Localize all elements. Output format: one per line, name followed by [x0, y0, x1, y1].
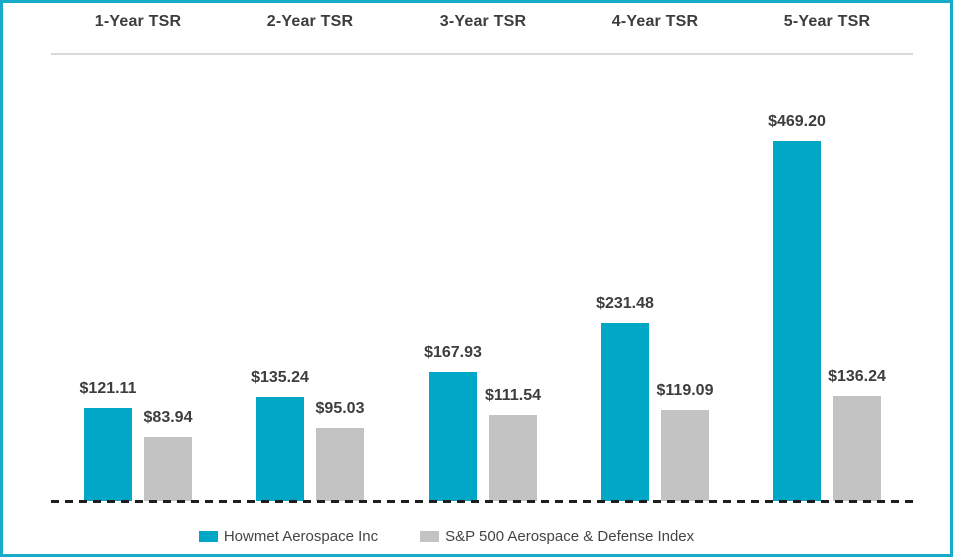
bar-value-label: $167.93 — [424, 344, 482, 361]
bar-value-label: $135.24 — [251, 369, 309, 386]
column-header-2-year-tsr: 2-Year TSR — [266, 13, 354, 30]
bar-value-label: $121.11 — [79, 380, 137, 397]
column-header-3-year-tsr: 3-Year TSR — [439, 13, 527, 30]
column-header-1-year-tsr: 1-Year TSR — [94, 13, 182, 30]
legend-swatch-icon — [198, 530, 218, 542]
legend-swatch-icon — [420, 530, 440, 542]
bar-value-label: $136.24 — [828, 368, 886, 385]
zero-baseline-dashed — [51, 500, 915, 503]
bar-sp500-aero-defense-index — [661, 410, 709, 501]
legend-label: S&P 500 Aerospace & Defense Index — [445, 527, 695, 545]
bar-howmet-aerospace — [601, 323, 649, 501]
header-divider-line — [51, 53, 913, 55]
bar-howmet-aerospace — [773, 141, 821, 501]
bar-value-label: $469.20 — [768, 113, 826, 130]
bar-howmet-aerospace — [256, 397, 304, 501]
bar-value-label: $95.03 — [315, 400, 365, 417]
bar-value-label: $231.48 — [596, 295, 654, 312]
bar-sp500-aero-defense-index — [833, 396, 881, 501]
bar-sp500-aero-defense-index — [489, 415, 537, 501]
bar-value-label: $83.94 — [143, 409, 193, 426]
bar-value-label: $111.54 — [484, 387, 542, 404]
legend: Howmet Aerospace Inc S&P 500 Aerospace & … — [3, 524, 890, 548]
bar-sp500-aero-defense-index — [144, 437, 192, 501]
legend-item: S&P 500 Aerospace & Defense Index — [420, 528, 694, 545]
bar-value-label: $119.09 — [656, 382, 714, 399]
bar-sp500-aero-defense-index — [316, 428, 364, 501]
bar-howmet-aerospace — [429, 372, 477, 501]
legend-item: Howmet Aerospace Inc — [198, 527, 379, 545]
plot-area: $121.11 $135.24 $167.93 $231.48 $469.20 $83.9… — [3, 3, 950, 554]
bar-howmet-aerospace — [84, 408, 132, 501]
column-header-5-year-tsr: 5-Year TSR — [783, 13, 871, 30]
legend-label: Howmet Aerospace Inc — [223, 527, 379, 545]
column-header-4-year-tsr: 4-Year TSR — [611, 13, 699, 30]
